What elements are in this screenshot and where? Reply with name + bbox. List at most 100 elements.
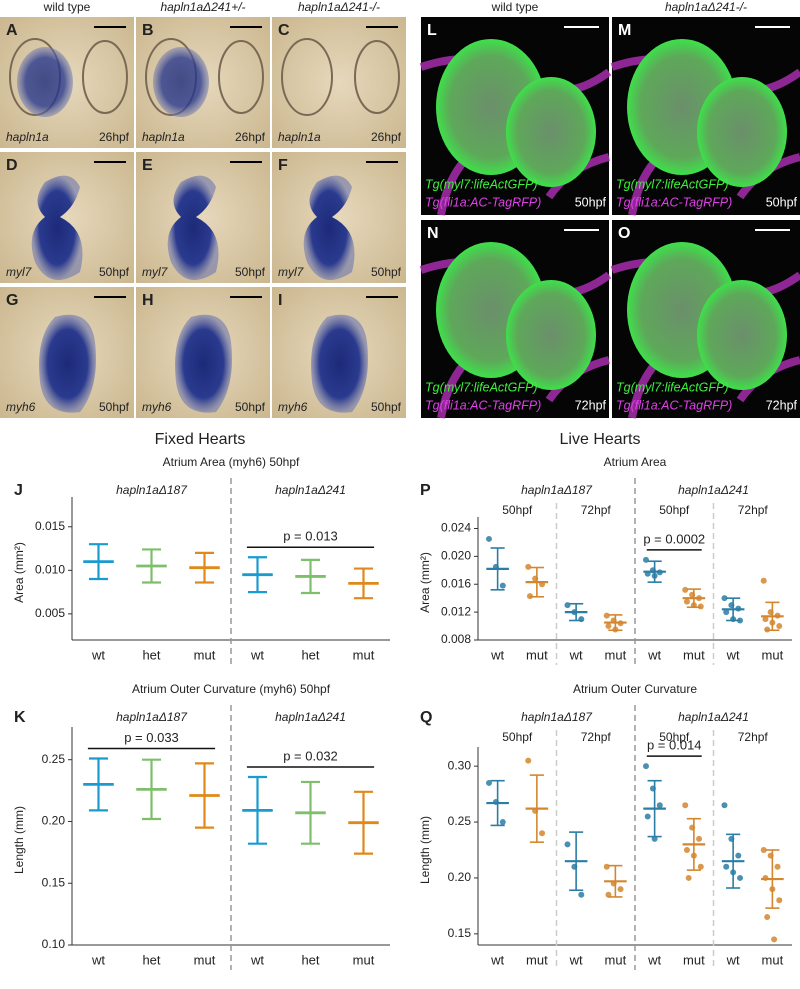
panel-letter: M: [618, 22, 631, 39]
atrium: [506, 77, 596, 187]
panel-letter: H: [142, 292, 154, 309]
transgene-label: Tg(myl7:lifeActGFP): [425, 177, 538, 191]
subgroup-label: 50hpf: [502, 503, 533, 517]
data-point: [656, 802, 663, 809]
p-value: p = 0.0002: [643, 531, 705, 546]
stage-label: 72hpf: [766, 398, 798, 412]
data-point: [603, 863, 610, 870]
data-point: [525, 757, 532, 764]
data-point: [642, 556, 649, 563]
stage-label: 50hpf: [575, 195, 607, 209]
panel-letter: C: [278, 22, 290, 39]
y-tick-label: 0.15: [448, 926, 472, 940]
y-axis-label: Area (mm²): [12, 542, 26, 603]
data-point: [771, 936, 778, 943]
y-axis-label: Length (mm): [418, 816, 432, 884]
data-point: [564, 602, 571, 609]
stain: [311, 314, 368, 413]
x-tick-label: mut: [762, 647, 784, 662]
subgroup-label: 72hpf: [581, 503, 612, 517]
transgene-label: Tg(myl7:lifeActGFP): [425, 380, 538, 394]
data-point: [485, 779, 492, 786]
x-tick-label: het: [142, 647, 160, 662]
panel-letter: G: [6, 292, 18, 309]
x-tick-label: wt: [91, 952, 105, 967]
section-title: Live Hearts: [560, 431, 641, 448]
data-point: [735, 852, 742, 859]
x-tick-label: wt: [726, 952, 740, 967]
gene-label: hapln1a: [6, 130, 49, 144]
data-point: [485, 535, 492, 542]
column-header: hapln1aΔ241+/-: [160, 0, 245, 14]
panel-letter: Q: [420, 709, 432, 726]
panel-letter: B: [142, 22, 154, 39]
stain: [153, 47, 209, 117]
y-tick-label: 0.016: [441, 576, 471, 590]
data-point: [697, 863, 704, 870]
y-tick-label: 0.15: [42, 875, 66, 889]
eye: [82, 40, 128, 114]
stage-label: 50hpf: [235, 265, 266, 279]
data-point: [776, 897, 783, 904]
micrograph: [272, 17, 406, 148]
p-value: p = 0.013: [283, 529, 338, 544]
section-title: Fixed Hearts: [155, 431, 246, 448]
stain: [303, 175, 355, 280]
group-label: hapln1aΔ187: [521, 483, 593, 497]
eye: [281, 38, 333, 116]
x-tick-label: het: [142, 952, 160, 967]
stage-label: 50hpf: [99, 400, 130, 414]
subgroup-label: 50hpf: [659, 503, 690, 517]
group-label: hapln1aΔ241: [678, 710, 749, 724]
y-tick-label: 0.012: [441, 604, 471, 618]
x-tick-label: wt: [726, 647, 740, 662]
x-tick-label: wt: [647, 952, 661, 967]
x-tick-label: mut: [526, 647, 548, 662]
data-point: [499, 819, 506, 826]
x-tick-label: wt: [250, 647, 264, 662]
data-point: [644, 813, 651, 820]
data-point: [762, 616, 769, 623]
stain: [17, 47, 73, 117]
group-label: hapln1aΔ241: [275, 483, 346, 497]
y-axis-label: Area (mm²): [418, 552, 432, 613]
stain: [31, 175, 83, 280]
data-point: [776, 623, 783, 630]
x-tick-label: wt: [490, 647, 504, 662]
y-tick-label: 0.10: [42, 937, 66, 951]
stage-label: 50hpf: [371, 265, 402, 279]
atrium: [506, 280, 596, 390]
data-point: [605, 623, 612, 630]
stain: [167, 175, 219, 280]
chart-title: Atrium Area (myh6) 50hpf: [163, 455, 300, 469]
chart-title: Atrium Area: [604, 455, 667, 469]
group-label: hapln1aΔ241: [275, 710, 346, 724]
y-tick-label: 0.005: [35, 606, 65, 620]
data-point: [760, 577, 767, 584]
gene-label: myh6: [278, 400, 308, 414]
data-point: [737, 874, 744, 881]
panel-letter: N: [427, 225, 439, 242]
x-tick-label: mut: [605, 952, 627, 967]
data-point: [617, 886, 624, 893]
data-point: [499, 582, 506, 589]
stage-label: 50hpf: [766, 195, 798, 209]
y-tick-label: 0.008: [441, 632, 471, 646]
subgroup-label: 72hpf: [581, 730, 612, 744]
eye: [218, 40, 264, 114]
data-point: [685, 874, 692, 881]
data-point: [682, 802, 689, 809]
group-label: hapln1aΔ187: [116, 483, 188, 497]
data-point: [682, 586, 689, 593]
panel-letter: F: [278, 157, 288, 174]
x-tick-label: mut: [605, 647, 627, 662]
subgroup-label: 72hpf: [738, 730, 769, 744]
x-tick-label: het: [301, 647, 319, 662]
subgroup-label: 50hpf: [502, 730, 533, 744]
transgene-label: Tg(fli1a:AC-TagRFP): [425, 398, 541, 412]
column-header: wild type: [43, 0, 91, 14]
stage-label: 26hpf: [235, 130, 266, 144]
panel-letter: I: [278, 292, 282, 309]
data-point: [723, 609, 730, 616]
data-point: [539, 830, 546, 837]
